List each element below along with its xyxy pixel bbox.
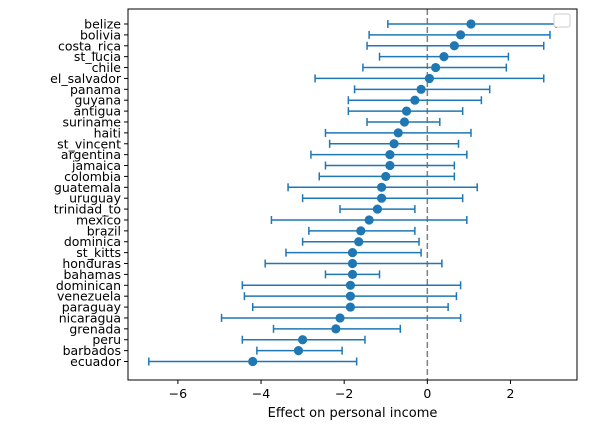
x-tick-label: 2: [507, 386, 515, 401]
y-tick-label: uruguay: [69, 191, 122, 206]
x-tick-label: 0: [423, 386, 431, 401]
y-tick-label: nicaragua: [59, 310, 121, 325]
y-tick-label: venezuela: [57, 289, 121, 304]
estimate-point: [377, 193, 387, 203]
estimate-point: [393, 128, 403, 138]
y-tick-label: trinidad_to: [54, 202, 121, 217]
estimate-point: [381, 171, 391, 182]
estimate-point: [372, 204, 383, 214]
estimate-point: [399, 117, 410, 127]
y-tick-label: paraguay: [62, 300, 122, 315]
x-axis-label: Effect on personal income: [268, 406, 438, 421]
point-markers: [248, 19, 476, 367]
estimate-point: [364, 215, 374, 225]
estimate-point: [439, 52, 449, 62]
estimate-point: [347, 269, 358, 280]
estimate-point: [345, 291, 356, 301]
x-axis-ticks: −6 −4 −2 0 2: [169, 380, 515, 401]
y-axis-ticks: belizeboliviacosta_ricast_luciachileel_s…: [50, 17, 128, 369]
legend-box: [553, 13, 571, 28]
y-tick-label: bahamas: [63, 267, 121, 282]
y-tick-label: colombia: [64, 169, 121, 184]
y-tick-label: costa_rica: [58, 38, 121, 53]
estimate-point: [377, 182, 387, 192]
y-tick-label: brazil: [87, 223, 121, 238]
y-tick-label: bolivia: [80, 27, 121, 42]
y-tick-label: st_lucia: [74, 49, 121, 64]
estimate-point: [431, 62, 441, 73]
y-tick-label: dominica: [64, 234, 121, 249]
estimate-point: [248, 356, 258, 367]
y-tick-label: panama: [70, 82, 121, 97]
plot-frame: [127, 8, 578, 381]
y-tick-label: argentina: [61, 147, 121, 162]
estimate-point: [293, 346, 304, 356]
estimate-point: [410, 95, 420, 105]
estimate-point: [298, 335, 308, 345]
estimate-point: [347, 258, 358, 269]
estimate-point: [385, 160, 395, 171]
y-tick-label: haiti: [94, 125, 121, 140]
estimate-point: [449, 41, 459, 51]
y-tick-label: barbados: [63, 343, 121, 358]
estimate-point: [401, 106, 412, 116]
y-tick-label: grenada: [69, 321, 121, 336]
y-tick-label: antigua: [74, 104, 121, 119]
y-tick-label: peru: [92, 332, 121, 347]
estimate-point: [389, 139, 399, 149]
estimate-point: [347, 248, 358, 258]
y-tick-label: suriname: [63, 114, 122, 129]
x-tick-label: −4: [252, 386, 270, 401]
estimate-point: [335, 313, 345, 323]
y-tick-label: belize: [84, 17, 121, 32]
y-tick-label: dominican: [56, 278, 121, 293]
x-tick-label: −2: [335, 386, 353, 401]
y-tick-label: jamaica: [71, 158, 121, 173]
estimate-point: [356, 226, 366, 236]
y-tick-label: honduras: [62, 256, 121, 271]
plot-background: [128, 9, 577, 380]
y-tick-label: el_salvador: [50, 71, 122, 86]
estimate-point: [354, 237, 364, 247]
estimate-point: [331, 324, 341, 334]
x-tick-label: −6: [169, 386, 187, 401]
estimate-point: [385, 150, 395, 160]
y-tick-label: st_kitts: [76, 245, 121, 260]
estimate-point: [345, 280, 356, 290]
estimate-point: [416, 84, 426, 94]
y-tick-label: guatemala: [54, 180, 121, 195]
estimate-point: [466, 19, 476, 29]
estimate-point: [345, 302, 356, 312]
y-tick-label: mexico: [76, 212, 121, 227]
y-tick-label: ecuador: [70, 354, 122, 369]
estimate-point: [455, 30, 466, 40]
y-tick-label: chile: [92, 60, 122, 75]
y-tick-label: guyana: [75, 93, 122, 108]
estimate-point: [424, 73, 435, 84]
y-tick-label: st_vincent: [57, 136, 121, 151]
